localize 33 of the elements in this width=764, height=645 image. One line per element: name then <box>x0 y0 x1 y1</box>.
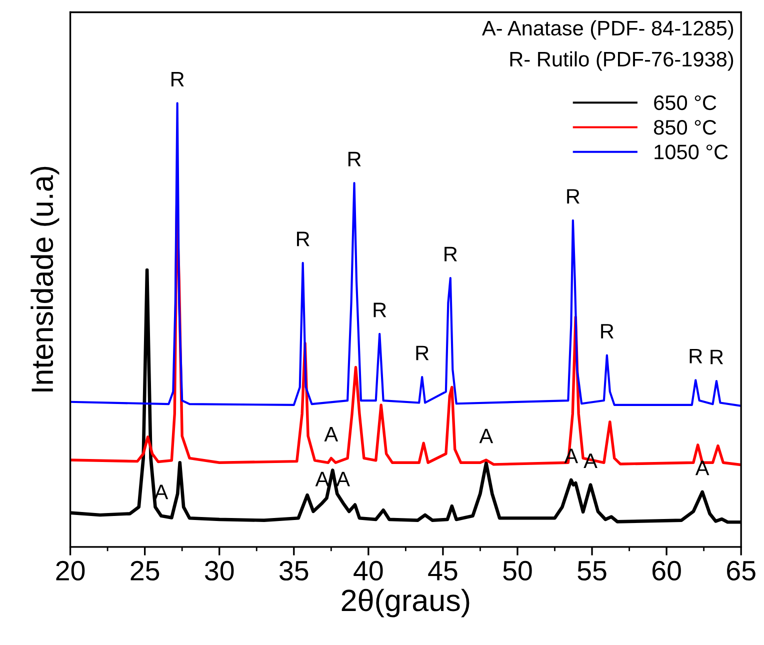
x-tick-label: 55 <box>578 561 606 581</box>
annotation: R <box>690 348 702 364</box>
x-tick-label: 45 <box>428 561 458 581</box>
annotation: R <box>172 72 184 86</box>
text: A- Anatase (PDF- 84-1285) <box>482 20 734 40</box>
annotation: A <box>479 428 494 444</box>
annotation: R <box>567 189 580 204</box>
x-tick-label: 50 <box>503 560 532 581</box>
y-axis-title: Intensidade (u.a) <box>30 166 60 392</box>
annotation: R <box>348 152 361 166</box>
x-tick-label: 20 <box>56 560 85 581</box>
annotation: A <box>324 427 338 442</box>
x-tick-label: 65 <box>727 560 756 581</box>
x-axis-title: 2θ(graus) <box>342 588 470 618</box>
text: R- Rutilo (PDF-76-1938) <box>510 51 734 71</box>
annotation: R <box>444 246 457 262</box>
annotation: R <box>710 350 724 364</box>
annotation: R <box>374 302 386 318</box>
x-tick-label: 30 <box>204 560 234 581</box>
annotation: A <box>695 460 710 476</box>
annotation: R <box>416 346 429 360</box>
annotation: A <box>315 472 330 486</box>
x-tick-label: 35 <box>279 560 308 581</box>
annotation: R <box>601 324 614 338</box>
legend-label: 850 °C <box>654 120 716 135</box>
x-tick-label: 25 <box>130 560 160 581</box>
x-tick-label: 60 <box>652 560 681 581</box>
annotation: R <box>297 232 310 246</box>
annotation: A <box>154 484 168 500</box>
legend-label: 650 °C <box>654 95 716 110</box>
legend-label: 1050 °C <box>654 144 728 160</box>
x-tick-label: 40 <box>354 560 383 581</box>
annotation: A <box>336 472 350 486</box>
